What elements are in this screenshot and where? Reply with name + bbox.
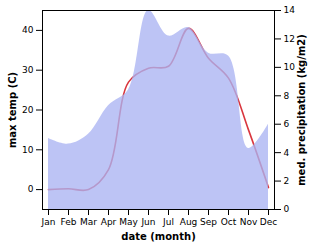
svg-text:Apr: Apr [101,217,117,227]
svg-text:20: 20 [22,105,34,115]
svg-text:8: 8 [284,91,290,101]
svg-text:0: 0 [284,204,290,214]
svg-text:Oct: Oct [221,217,237,227]
svg-text:10: 10 [22,145,34,155]
svg-text:6: 6 [284,119,290,129]
svg-text:40: 40 [22,25,34,35]
svg-text:Aug: Aug [180,217,198,227]
svg-text:Mar: Mar [80,217,97,227]
svg-text:date (month): date (month) [121,231,195,242]
svg-text:10: 10 [284,62,296,72]
svg-text:4: 4 [284,148,290,158]
svg-text:May: May [119,217,138,227]
svg-text:Jan: Jan [41,217,56,227]
svg-text:Nov: Nov [240,217,258,227]
svg-text:Feb: Feb [61,217,77,227]
svg-text:Sep: Sep [200,217,217,227]
svg-text:max temp (C): max temp (C) [7,72,18,148]
svg-text:Dec: Dec [260,217,277,227]
svg-text:0: 0 [28,184,34,194]
svg-text:Jun: Jun [140,217,155,227]
svg-text:30: 30 [22,65,34,75]
svg-text:med. precipitation (kg/m2): med. precipitation (kg/m2) [296,34,307,186]
svg-text:14: 14 [284,5,296,15]
svg-text:2: 2 [284,176,290,186]
svg-text:12: 12 [284,34,295,44]
svg-text:Jul: Jul [162,217,174,227]
